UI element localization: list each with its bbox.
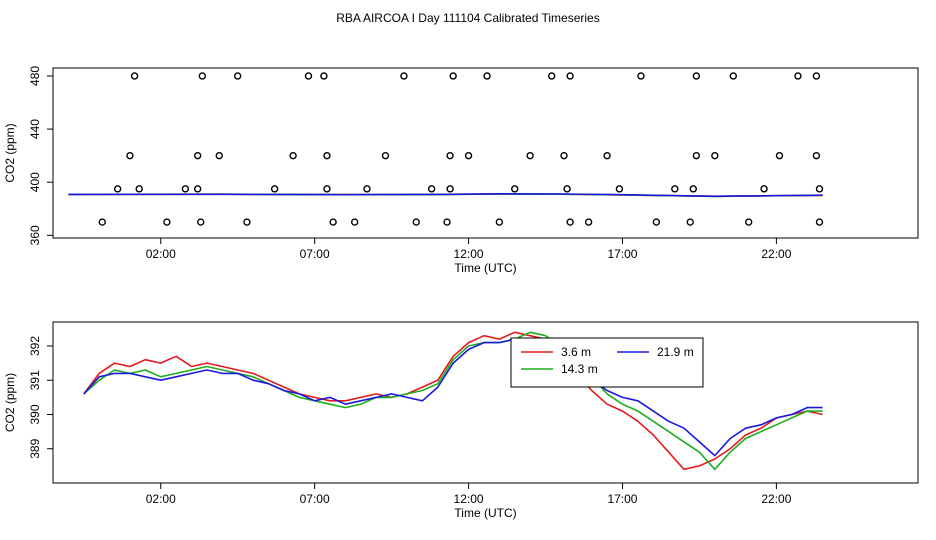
top-data-point: [270, 185, 279, 193]
bottom-y-tick-label: 390: [28, 404, 42, 424]
top-x-tick-label: 02:00: [146, 247, 176, 261]
top-data-point: [198, 72, 206, 80]
bottom-series-line-green: [83, 331, 823, 471]
top-data-point: [692, 151, 701, 160]
top-data-point: [686, 218, 694, 226]
top-x-axis-label: Time (UTC): [454, 261, 516, 275]
top-data-point: [215, 151, 223, 160]
bottom-x-tick-label: 02:00: [146, 492, 176, 506]
bottom-y-tick-label: 391: [28, 370, 42, 390]
top-data-point: [744, 218, 753, 226]
top-data-point: [427, 185, 436, 193]
top-data-point: [692, 72, 701, 80]
top-data-point: [671, 185, 679, 193]
legend-box: [510, 337, 704, 388]
top-data-point: [637, 72, 645, 80]
top-x-tick-label: 07:00: [300, 247, 330, 261]
bottom-x-tick-label: 12:00: [454, 492, 484, 506]
top-data-point: [547, 72, 556, 80]
top-data-point: [193, 151, 202, 160]
legend-label-blue: 21.9 m: [657, 345, 694, 359]
top-data-point: [130, 72, 139, 80]
top-data-point: [304, 72, 313, 80]
bottom-x-tick-label: 17:00: [607, 492, 637, 506]
top-plot-frame: [52, 67, 919, 239]
top-x-tick-label: 12:00: [454, 247, 484, 261]
top-data-point: [794, 72, 802, 80]
top-data-point: [812, 151, 821, 160]
top-data-point: [729, 72, 738, 80]
chart-title: RBA AIRCOA I Day 111104 Calibrated Times…: [336, 11, 599, 25]
bottom-plot-frame: [52, 321, 919, 484]
bottom-x-tick-label: 22:00: [761, 492, 791, 506]
top-data-point: [775, 151, 784, 160]
top-y-tick-label: 400: [28, 172, 42, 192]
bottom-series-line-blue: [83, 338, 823, 457]
bottom-y-tick-label: 392: [28, 336, 42, 356]
top-data-point: [446, 185, 454, 193]
top-data-point: [446, 151, 454, 160]
bottom-y-tick-label: 389: [28, 438, 42, 458]
top-data-point: [197, 218, 205, 226]
top-data-point: [400, 72, 408, 80]
top-data-point: [98, 218, 106, 226]
top-data-point: [689, 185, 697, 193]
top-y-tick-label: 360: [28, 225, 42, 245]
top-data-point: [615, 185, 624, 193]
top-data-point: [566, 218, 574, 226]
top-y-axis-label: CO2 (ppm): [3, 123, 17, 182]
top-y-tick-label: 480: [28, 66, 42, 86]
top-data-point: [603, 151, 611, 160]
top-x-tick-label: 17:00: [607, 247, 637, 261]
top-data-point: [812, 72, 821, 80]
top-data-point: [711, 151, 719, 160]
top-data-point: [464, 151, 473, 160]
top-data-point: [181, 185, 190, 193]
top-data-point: [323, 185, 331, 193]
top-data-point: [584, 218, 593, 226]
bottom-y-axis-label: CO2 (ppm): [3, 373, 17, 432]
top-data-point: [323, 151, 331, 160]
top-data-point: [412, 218, 420, 226]
top-panel: 02:00 07:00 12:00 17:00 22:00 360 400 440 480 Tim…: [3, 66, 919, 275]
legend-label-red: 3.6 m: [561, 345, 591, 359]
top-y-tick-label: 440: [28, 119, 42, 139]
top-data-point: [233, 72, 242, 80]
top-data-point: [113, 185, 122, 193]
top-data-point: [566, 72, 574, 80]
bottom-panel: 02:00 07:00 12:00 17:00 22:00 389 390 391 392 Tim…: [3, 321, 919, 520]
bottom-x-axis-label: Time (UTC): [454, 506, 516, 520]
top-data-point: [449, 72, 457, 80]
top-data-point: [126, 151, 134, 160]
top-data-point: [363, 185, 371, 193]
top-data-point: [652, 218, 661, 226]
top-data-point: [243, 218, 251, 226]
top-data-point: [289, 151, 297, 160]
top-data-point: [815, 218, 824, 226]
top-data-point: [526, 151, 534, 160]
top-data-point: [511, 185, 519, 193]
top-data-point: [135, 185, 143, 193]
top-data-point: [329, 218, 337, 226]
top-data-point: [815, 185, 824, 193]
top-data-point: [163, 218, 171, 226]
bottom-x-tick-label: 07:00: [300, 492, 330, 506]
top-data-point: [381, 151, 390, 160]
top-data-point: [560, 151, 568, 160]
top-data-point: [483, 72, 491, 80]
top-data-point: [563, 185, 571, 193]
top-data-point: [443, 218, 451, 226]
legend-label-green: 14.3 m: [561, 362, 598, 376]
top-data-point: [760, 185, 768, 193]
top-series-line-blue: [68, 193, 823, 198]
top-x-tick-label: 22:00: [761, 247, 791, 261]
top-data-point: [495, 218, 504, 226]
top-data-point: [350, 218, 359, 226]
top-data-point: [320, 72, 328, 80]
top-data-point: [193, 185, 202, 193]
bottom-series-line-red: [83, 331, 823, 471]
